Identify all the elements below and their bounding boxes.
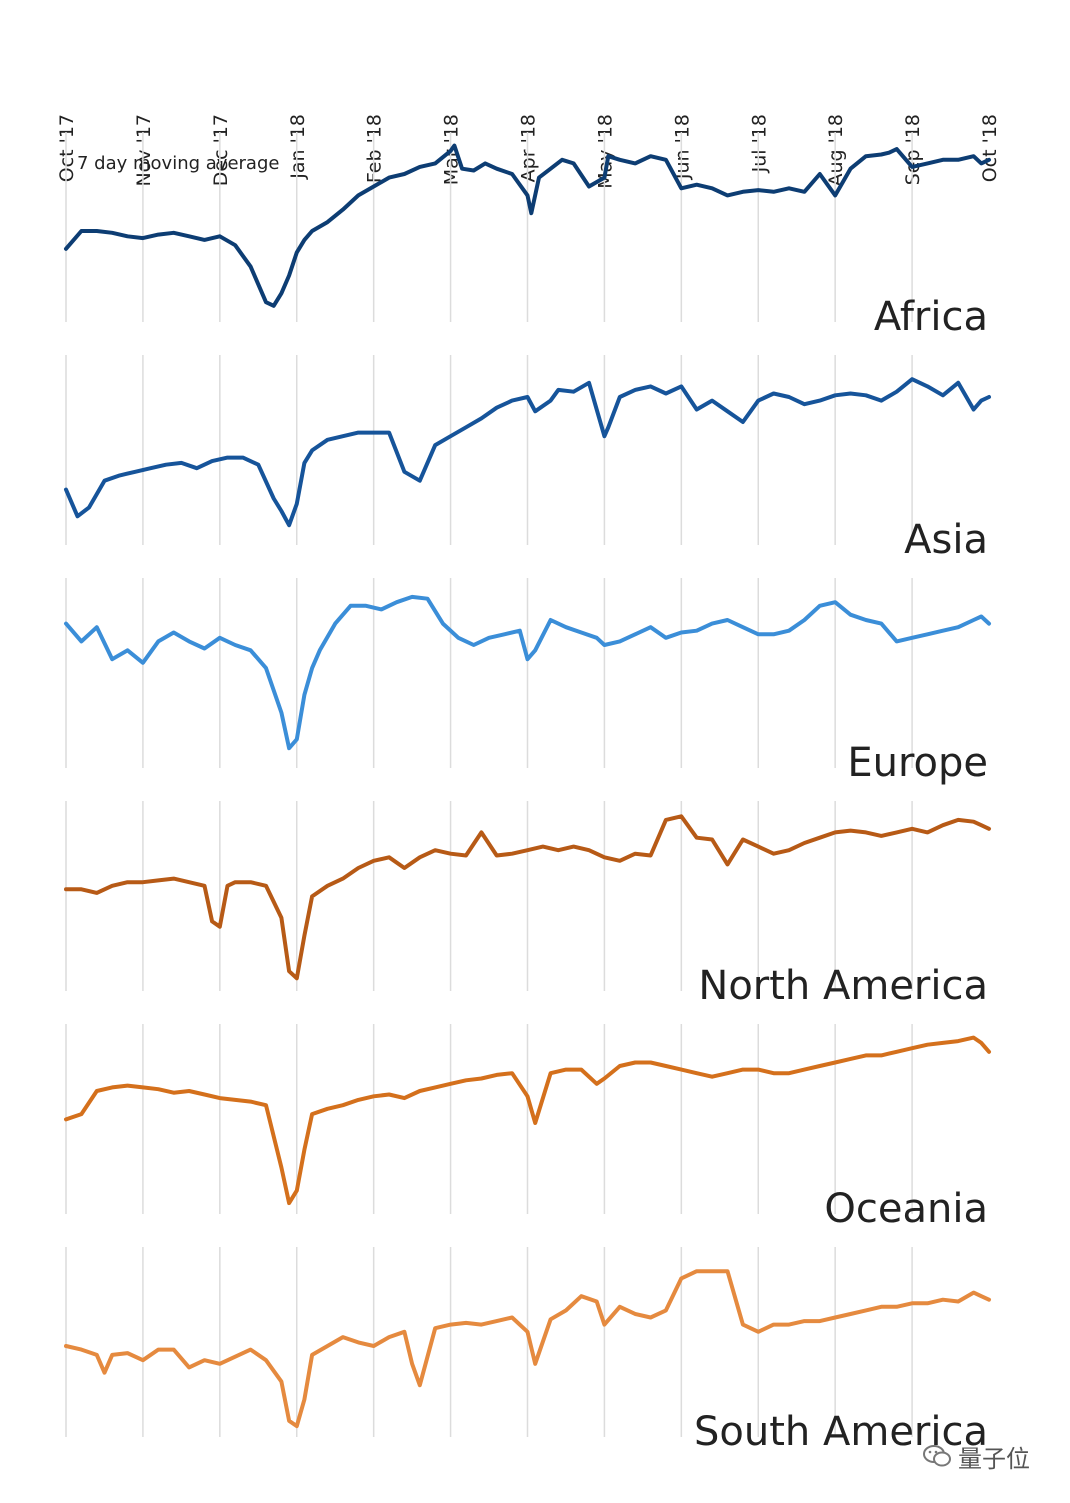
series-line (64, 1269, 991, 1429)
series-line (64, 594, 991, 751)
x-axis-label: Aug '18 (825, 114, 847, 187)
series-line (64, 814, 991, 981)
x-axis-label: Sep '18 (902, 114, 924, 185)
region-panel: Europe (64, 578, 991, 786)
region-panel: Africa (64, 132, 991, 340)
region-label: Europe (847, 740, 988, 786)
moving-average-note: 7 day moving average (77, 153, 279, 174)
series-line (64, 143, 991, 308)
wechat-icon (923, 1445, 951, 1467)
region-label: Africa (874, 294, 988, 340)
x-axis-label: May '18 (594, 114, 616, 189)
region-panel: Asia (64, 355, 991, 563)
region-label: North America (698, 963, 988, 1009)
x-axis-label: Apr '18 (518, 114, 540, 182)
x-axis-label: Feb '18 (364, 114, 386, 183)
x-axis-labels: Oct '17 Nov '17 Dec '17 Jan '18 Feb '18 Mar '… (56, 114, 1001, 189)
x-axis-label: Oct '17 (56, 114, 78, 182)
x-axis-label: Jan '18 (287, 114, 309, 180)
region-label: Oceania (824, 1186, 988, 1232)
x-axis-label: Oct '18 (979, 114, 1001, 182)
watermark: 量子位 (922, 1436, 1030, 1476)
x-axis-label: Jun '18 (671, 114, 693, 180)
x-axis-label: Jul '18 (748, 114, 770, 173)
series-line (64, 377, 991, 528)
x-axis-label: Nov '17 (133, 114, 155, 187)
region-panel: North America (64, 801, 991, 1009)
region-label: Asia (904, 517, 988, 563)
watermark-text: 量子位 (958, 1444, 1030, 1473)
series-line (64, 1035, 991, 1206)
region-panel: South America (64, 1247, 991, 1455)
region-panels: Africa Asia Europe North America Oceania Sout… (64, 132, 991, 1455)
x-axis-label: Dec '17 (210, 114, 232, 186)
region-panel: Oceania (64, 1024, 991, 1232)
